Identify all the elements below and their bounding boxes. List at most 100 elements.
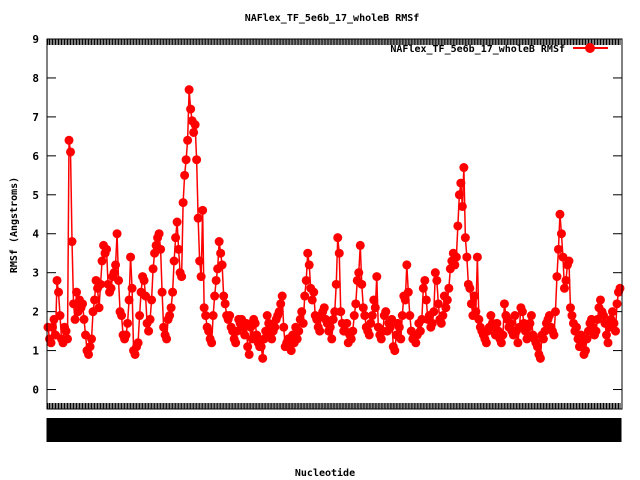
- data-point: [117, 311, 127, 321]
- data-point: [70, 314, 80, 324]
- data-point: [492, 318, 502, 328]
- x-tick-label: [108, 418, 112, 442]
- x-tick-label: [355, 418, 359, 442]
- x-tick-label: [120, 418, 124, 442]
- x-tick-label: [222, 418, 226, 442]
- x-tick-label: [73, 418, 77, 442]
- data-point: [327, 334, 337, 344]
- x-tick-label: [504, 418, 508, 442]
- x-tick-label: [138, 418, 142, 442]
- x-tick-label: [331, 418, 335, 442]
- x-tick-label: [150, 418, 154, 442]
- x-tick-label: [384, 418, 388, 442]
- series-line-segment: [117, 280, 121, 312]
- x-tick-label: [532, 418, 536, 442]
- x-tick-label: [184, 418, 188, 442]
- x-tick-label: [166, 418, 170, 442]
- x-tick-label: [343, 418, 347, 442]
- x-tick-label: [501, 418, 505, 442]
- x-tick-label: [294, 418, 298, 442]
- x-tick-label: [111, 418, 115, 442]
- x-tick-label: [414, 418, 418, 442]
- x-tick-label: [534, 418, 538, 442]
- x-tick-label: [306, 418, 310, 442]
- data-point: [462, 252, 472, 262]
- x-tick-label: [93, 418, 97, 442]
- x-tick-label: [388, 418, 392, 442]
- data-point: [510, 311, 520, 321]
- x-tick-label: [228, 418, 232, 442]
- x-tick-label: [48, 418, 52, 442]
- x-tick-label: [232, 418, 236, 442]
- data-point: [52, 275, 62, 285]
- y-tick-label: 3: [32, 267, 39, 280]
- data-point: [609, 318, 619, 328]
- data-point: [513, 338, 523, 348]
- data-point: [556, 229, 566, 239]
- x-tick-label: [610, 418, 614, 442]
- x-tick-label: [510, 418, 514, 442]
- chart-title: NAFlex_TF_5e6b_17_wholeB RMSf: [245, 13, 420, 24]
- x-tick-label: [112, 418, 116, 442]
- x-tick-label: [411, 418, 415, 442]
- x-tick-label: [513, 418, 517, 442]
- x-tick-label: [549, 418, 553, 442]
- x-tick-label: [609, 418, 613, 442]
- x-tick-label: [400, 418, 404, 442]
- data-point: [420, 275, 430, 285]
- data-point: [240, 330, 250, 340]
- data-point: [552, 272, 562, 282]
- x-tick-label: [390, 418, 394, 442]
- x-tick-label: [313, 418, 317, 442]
- x-tick-label: [427, 418, 431, 442]
- x-tick-label: [480, 418, 484, 442]
- data-point: [168, 287, 178, 297]
- data-point: [550, 307, 560, 317]
- series-line-segment: [171, 260, 175, 293]
- x-tick-label: [123, 418, 127, 442]
- x-tick-label: [441, 418, 445, 442]
- data-point: [561, 275, 571, 285]
- x-tick-label: [468, 418, 472, 442]
- x-tick-label: [280, 418, 284, 442]
- x-tick-label: [105, 418, 109, 442]
- x-tick-label: [402, 418, 406, 442]
- data-point: [267, 334, 277, 344]
- x-tick-label: [159, 418, 163, 442]
- x-tick-label: [489, 418, 493, 442]
- x-tick-label: [591, 418, 595, 442]
- data-point: [195, 256, 205, 266]
- data-point: [304, 260, 314, 270]
- data-point: [214, 237, 224, 247]
- x-tick-label: [249, 418, 253, 442]
- x-tick-label: [144, 418, 148, 442]
- plot-frame: [46, 38, 623, 410]
- data-point: [559, 283, 569, 293]
- data-point: [460, 233, 470, 243]
- x-tick-label: [291, 418, 295, 442]
- x-tick-label: [90, 418, 94, 442]
- data-point: [595, 295, 605, 305]
- data-point: [607, 307, 617, 317]
- x-tick-label: [466, 418, 470, 442]
- x-tick-label: [520, 418, 524, 442]
- x-tick-label: [147, 418, 151, 442]
- data-point: [102, 244, 112, 254]
- x-tick-label: [94, 418, 98, 442]
- x-tick-label: [433, 418, 437, 442]
- x-tick-label: [126, 418, 130, 442]
- data-point: [204, 326, 214, 336]
- x-tick-label: [337, 418, 341, 442]
- x-tick-label: [429, 418, 433, 442]
- data-point: [349, 311, 359, 321]
- x-tick-label: [580, 418, 584, 442]
- x-tick-label: [357, 418, 361, 442]
- x-tick-label: [592, 418, 596, 442]
- data-point: [472, 252, 482, 262]
- x-tick-label: [397, 418, 401, 442]
- x-tick-label: [421, 418, 425, 442]
- data-point: [135, 311, 145, 321]
- data-point: [381, 307, 391, 317]
- x-tick-label: [54, 418, 58, 442]
- x-tick-label: [114, 418, 118, 442]
